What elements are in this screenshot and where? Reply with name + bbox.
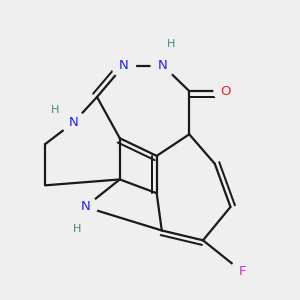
Circle shape bbox=[214, 79, 238, 103]
Text: N: N bbox=[119, 59, 129, 72]
Circle shape bbox=[74, 195, 97, 219]
Text: N: N bbox=[80, 200, 90, 213]
Text: H: H bbox=[50, 105, 59, 115]
Circle shape bbox=[112, 54, 136, 77]
Text: O: O bbox=[220, 85, 231, 98]
Circle shape bbox=[230, 260, 254, 284]
Text: H: H bbox=[167, 39, 175, 49]
Circle shape bbox=[46, 101, 63, 118]
Circle shape bbox=[162, 35, 179, 52]
Text: N: N bbox=[69, 116, 78, 129]
Circle shape bbox=[62, 111, 85, 134]
Circle shape bbox=[69, 220, 86, 237]
Text: F: F bbox=[238, 265, 246, 278]
Circle shape bbox=[151, 54, 175, 77]
Text: H: H bbox=[73, 224, 82, 233]
Text: N: N bbox=[158, 59, 168, 72]
